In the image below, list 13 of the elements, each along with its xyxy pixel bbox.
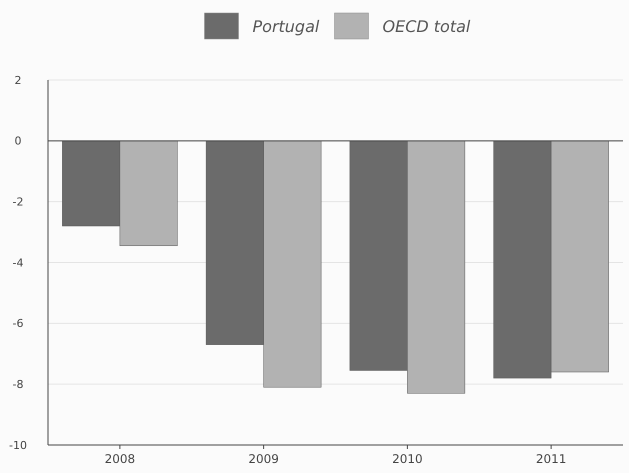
y-tick-label: -6	[12, 317, 24, 330]
x-tick-label: 2008	[104, 452, 136, 466]
legend-label: Portugal	[252, 17, 320, 36]
x-tick-label: 2011	[536, 452, 566, 466]
y-tick-label: 2	[14, 74, 22, 87]
y-tick-label: -8	[12, 378, 24, 392]
y-tick-label: -10	[9, 438, 27, 452]
legend-label: OECD total	[382, 17, 471, 36]
y-tick-label: -2	[12, 196, 24, 209]
x-tick-label: 2010	[392, 452, 423, 466]
x-tick-label: 2009	[248, 452, 279, 466]
y-tick-label: 0	[14, 134, 22, 148]
y-tick-label: -4	[12, 256, 24, 270]
